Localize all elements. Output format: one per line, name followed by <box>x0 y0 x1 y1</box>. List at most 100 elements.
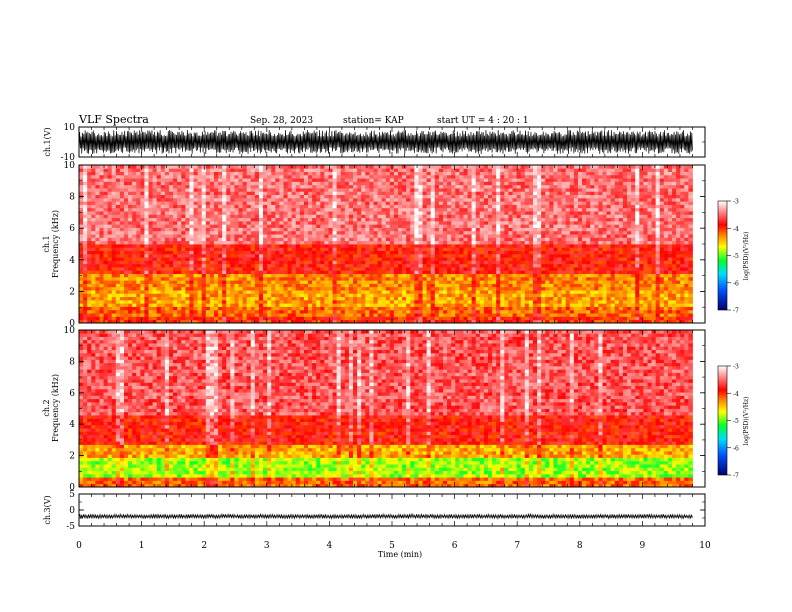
spectrogram-cell <box>246 207 252 212</box>
spectrogram-cell <box>258 217 264 222</box>
spectrogram-cell <box>144 270 149 275</box>
spectrogram-cell <box>467 303 473 307</box>
spectrogram-cell <box>83 204 88 209</box>
spectrogram-cell <box>197 194 203 199</box>
spectrogram-cell <box>205 207 211 212</box>
spectrogram-cell <box>267 230 272 235</box>
spectrogram-cell <box>487 316 493 321</box>
spectrogram-cell <box>463 270 468 275</box>
spectrogram-cell <box>95 191 100 196</box>
spectrogram-cell <box>336 260 342 265</box>
spectrogram-cell <box>455 280 460 284</box>
spectrogram-cell <box>230 280 235 284</box>
spectrogram-cell <box>148 204 154 209</box>
spectrogram-cell <box>136 230 141 235</box>
spectrogram-cell <box>119 234 125 238</box>
spectrogram-cell <box>426 168 432 172</box>
spectrogram-cell <box>107 276 113 281</box>
spectrogram-cell <box>385 283 391 288</box>
spectrogram-cell <box>152 283 158 288</box>
spectrogram-cell <box>418 296 423 301</box>
spectrogram-cell <box>283 224 288 228</box>
spectrogram-cell <box>226 316 231 321</box>
spectrogram-cell <box>144 299 149 304</box>
spectrogram-cell <box>418 316 423 321</box>
spectrogram-cell <box>119 309 125 314</box>
spectrogram-cell <box>87 250 92 255</box>
spectrogram-cell <box>463 313 468 317</box>
spectrogram-cell <box>324 286 329 291</box>
spectrogram-cell <box>181 174 186 179</box>
spectrogram-cell <box>487 227 493 232</box>
spectrogram-cell <box>156 197 162 202</box>
spectrogram-cell <box>483 204 489 209</box>
spectrogram-cell <box>340 204 346 209</box>
spectrogram-cell <box>406 319 411 324</box>
spectrogram-cell <box>316 270 321 275</box>
spectrogram-cell <box>115 214 121 219</box>
spectrogram-cell <box>402 273 407 278</box>
spectrogram-cell <box>303 273 309 278</box>
spectrogram-cell <box>173 234 178 238</box>
spectrogram-cell <box>242 224 248 228</box>
spectrogram-cell <box>406 253 411 258</box>
spectrogram-cell <box>177 171 182 176</box>
spectrogram-cell <box>328 273 333 278</box>
spectrogram-cell <box>250 290 256 294</box>
spectrogram-cell <box>410 319 415 324</box>
spectrogram-cell <box>291 247 297 251</box>
spectrogram-cell <box>238 220 243 225</box>
spectrogram-cell <box>144 230 149 235</box>
spectrogram-cell <box>291 204 297 209</box>
spectrogram-cell <box>128 290 133 294</box>
spectrogram-cell <box>414 299 419 304</box>
spectrogram-cell <box>107 240 113 245</box>
spectrogram-cell <box>353 280 358 284</box>
spectrogram-cell <box>156 247 162 251</box>
spectrogram-cell <box>226 290 231 294</box>
spectrogram-cell <box>119 293 125 298</box>
spectrogram-cell <box>258 174 264 179</box>
spectrogram-cell <box>91 214 96 219</box>
spectrogram-cell <box>463 293 468 298</box>
spectrogram-cell <box>83 165 88 169</box>
spectrogram-cell <box>336 188 342 192</box>
spectrogram-cell <box>353 306 358 311</box>
spectrogram-cell <box>353 174 358 179</box>
spectrogram-cell <box>95 240 100 245</box>
spectrogram-cell <box>496 240 501 245</box>
spectrogram-cell <box>369 207 374 212</box>
spectrogram-cell <box>173 290 178 294</box>
spectrogram-cell <box>308 270 313 275</box>
spectrogram-cell <box>373 309 378 314</box>
spectrogram-cell <box>79 188 84 192</box>
spectrogram-cell <box>91 181 96 186</box>
spectrogram-cell <box>308 250 313 255</box>
spectrogram-cell <box>357 181 362 186</box>
spectrogram-cell <box>455 286 460 291</box>
spectrogram-cell <box>193 191 199 196</box>
spectrogram-cell <box>475 260 481 265</box>
spectrogram-cell <box>332 188 338 192</box>
spectrogram-cell <box>213 257 219 261</box>
spectrogram-cell <box>438 171 444 176</box>
spectrogram-cell <box>393 165 399 169</box>
spectrogram-cell <box>414 293 419 298</box>
spectrogram-cell <box>246 253 252 258</box>
spectrogram-cell <box>140 178 145 182</box>
spectrogram-cell <box>467 191 473 196</box>
spectrogram-cell <box>103 214 109 219</box>
spectrogram-cell <box>361 217 366 222</box>
spectrogram-cell <box>438 230 444 235</box>
spectrogram-cell <box>299 201 305 205</box>
spectrogram-cell <box>295 181 301 186</box>
spectrogram-cell <box>83 253 88 258</box>
spectrogram-cell <box>316 313 321 317</box>
spectrogram-cell <box>398 178 403 182</box>
spectrogram-cell <box>312 230 317 235</box>
spectrogram-cell <box>377 276 383 281</box>
spectrogram-cell <box>389 217 395 222</box>
spectrogram-cell <box>213 283 219 288</box>
spectrogram-cell <box>234 171 239 176</box>
